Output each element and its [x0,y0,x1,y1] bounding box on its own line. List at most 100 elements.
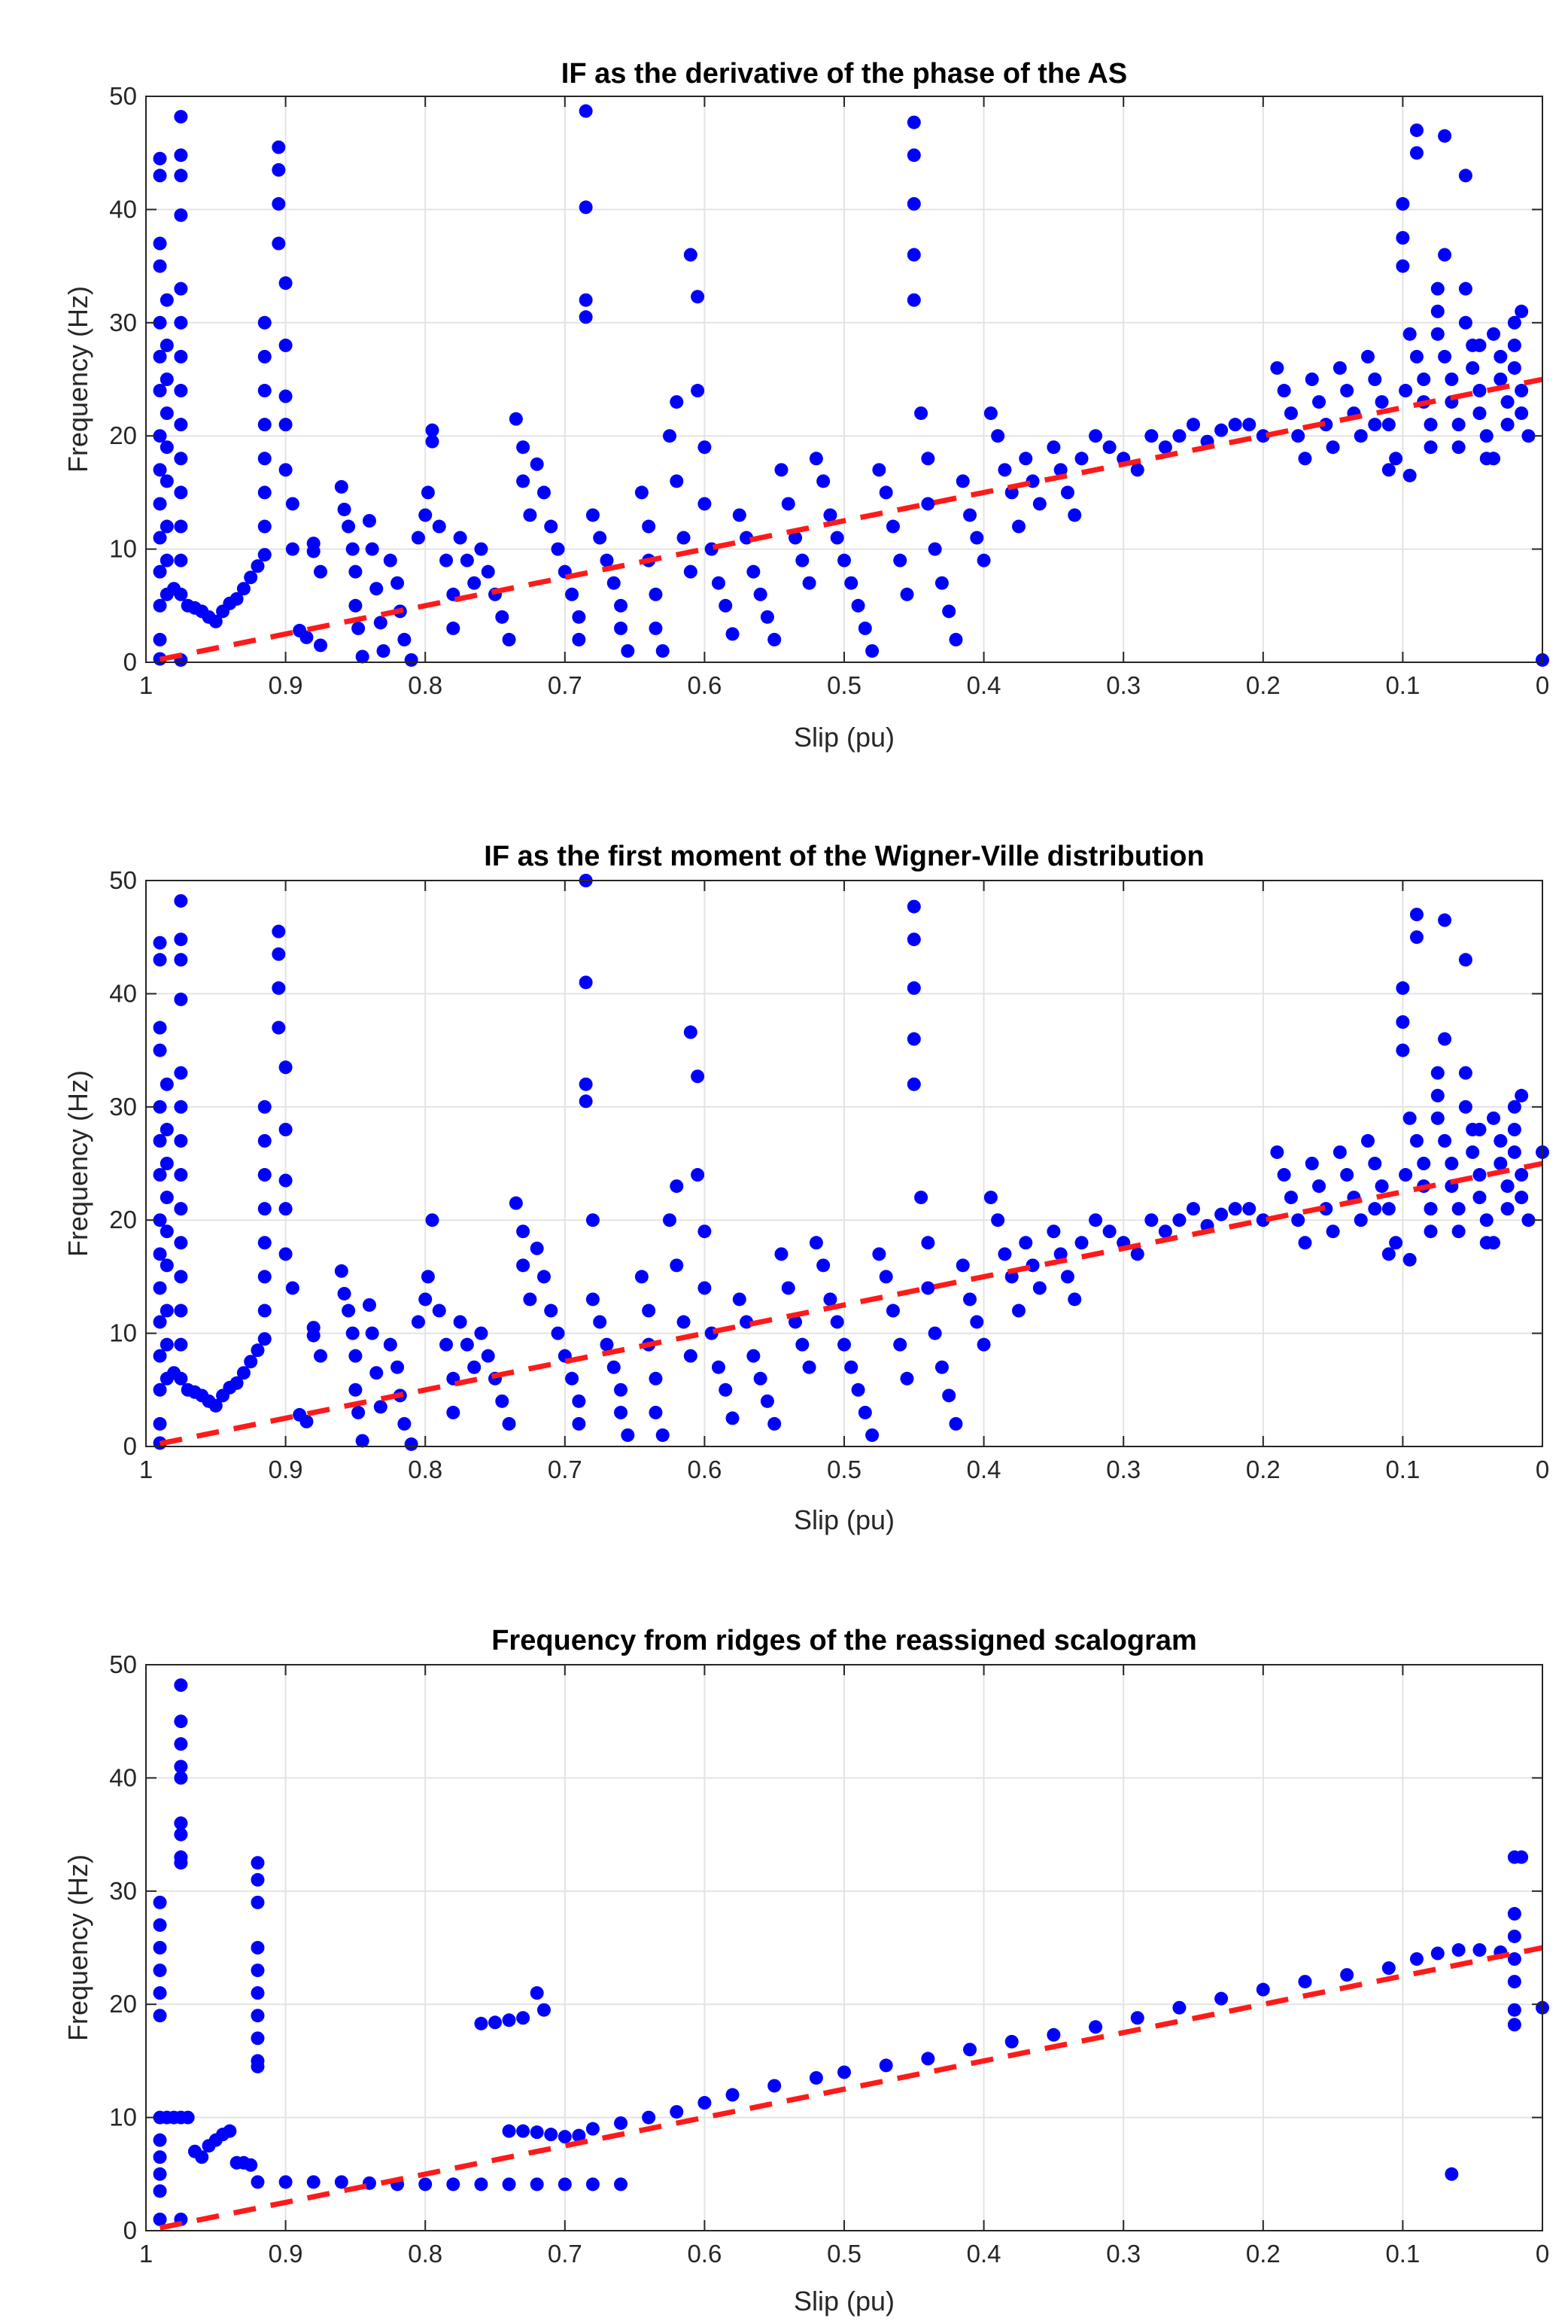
data-point [160,406,174,421]
data-point [153,564,167,579]
data-point [432,1303,446,1318]
data-point [934,1360,949,1374]
data-point [153,1918,167,1932]
data-point [1396,231,1410,245]
data-point [272,163,286,177]
data-point [251,1941,265,1954]
data-point [174,953,188,967]
data-point [579,104,593,118]
data-point [174,208,188,222]
data-point [174,349,188,364]
data-point [1089,2020,1103,2034]
data-point [257,519,272,534]
data-point [509,1196,523,1210]
data-point [1515,406,1529,421]
data-point [523,508,537,522]
data-point [907,1077,921,1091]
data-point [153,429,167,443]
data-point [1381,1247,1396,1261]
data-point [351,621,366,635]
x-tick-label: 0.8 [408,671,442,699]
data-point [921,1236,935,1250]
data-point [530,457,544,471]
data-point [907,248,921,262]
data-point [516,1224,530,1239]
data-point [886,1303,900,1318]
data-point [1047,1224,1061,1239]
data-point [837,553,851,567]
data-point [195,2150,209,2164]
data-point [1368,418,1382,432]
data-point [1270,1145,1284,1159]
chart-title: IF as the first moment of the Wigner-Vil… [484,841,1204,872]
x-tick-label: 0.4 [967,2240,1001,2268]
data-point [655,643,670,658]
data-point [1507,1952,1521,1967]
data-point [1298,1975,1312,1989]
data-point [229,1376,244,1390]
data-point [697,1224,712,1239]
data-point [411,1315,425,1329]
data-point [872,463,886,477]
data-point [697,1281,712,1295]
data-point [1507,2018,1521,2032]
data-point [1068,1292,1082,1306]
data-point [1375,1179,1389,1194]
data-point [907,115,921,129]
data-point [1381,418,1396,432]
reference-line [159,1160,1543,1446]
data-point [1458,1100,1472,1114]
data-point [1451,440,1466,455]
data-point [1312,395,1326,409]
data-point [1451,1224,1466,1239]
data-point [251,2059,265,2073]
y-tick-label: 40 [109,195,137,223]
data-point [1472,1122,1487,1136]
data-point [795,553,810,567]
data-point [1130,2011,1144,2025]
data-point [160,1157,174,1170]
data-point [502,2177,516,2192]
reference-line [159,1945,1543,2231]
data-point [1284,1191,1298,1205]
data-point [373,616,387,630]
data-point [174,1168,188,1182]
data-point [278,463,293,477]
data-point [1060,485,1074,500]
data-point [278,418,293,432]
data-point [495,610,509,624]
data-point [614,598,628,613]
x-tick-label: 0.1 [1385,2240,1420,2268]
data-point [1430,1111,1445,1125]
data-point [348,1383,363,1397]
data-point [1515,1168,1529,1182]
data-point [153,1315,167,1329]
data-point [160,553,174,567]
data-point [1458,169,1472,183]
data-point [244,2158,258,2172]
data-point [167,582,181,596]
data-point [278,2175,293,2189]
data-point [502,2124,516,2138]
chart-title: Frequency from ridges of the reassigned … [491,1625,1197,1656]
data-point [606,1360,621,1374]
data-point [725,2088,740,2102]
data-point [160,1303,174,1318]
data-point [376,643,390,658]
x-tick-label: 0.4 [967,1456,1001,1483]
data-point [879,2058,893,2073]
x-tick-label: 0.3 [1106,1456,1141,1483]
data-point [174,281,188,296]
data-point [153,1021,167,1035]
data-point [278,1060,293,1075]
data-point [1242,418,1257,432]
data-point [956,1258,970,1273]
data-point [1445,373,1459,386]
data-point [1305,373,1319,386]
data-point [921,452,935,466]
data-point [949,1416,963,1431]
data-point [683,564,697,579]
data-point [153,1100,167,1114]
data-point [676,531,691,545]
data-point [697,497,712,511]
